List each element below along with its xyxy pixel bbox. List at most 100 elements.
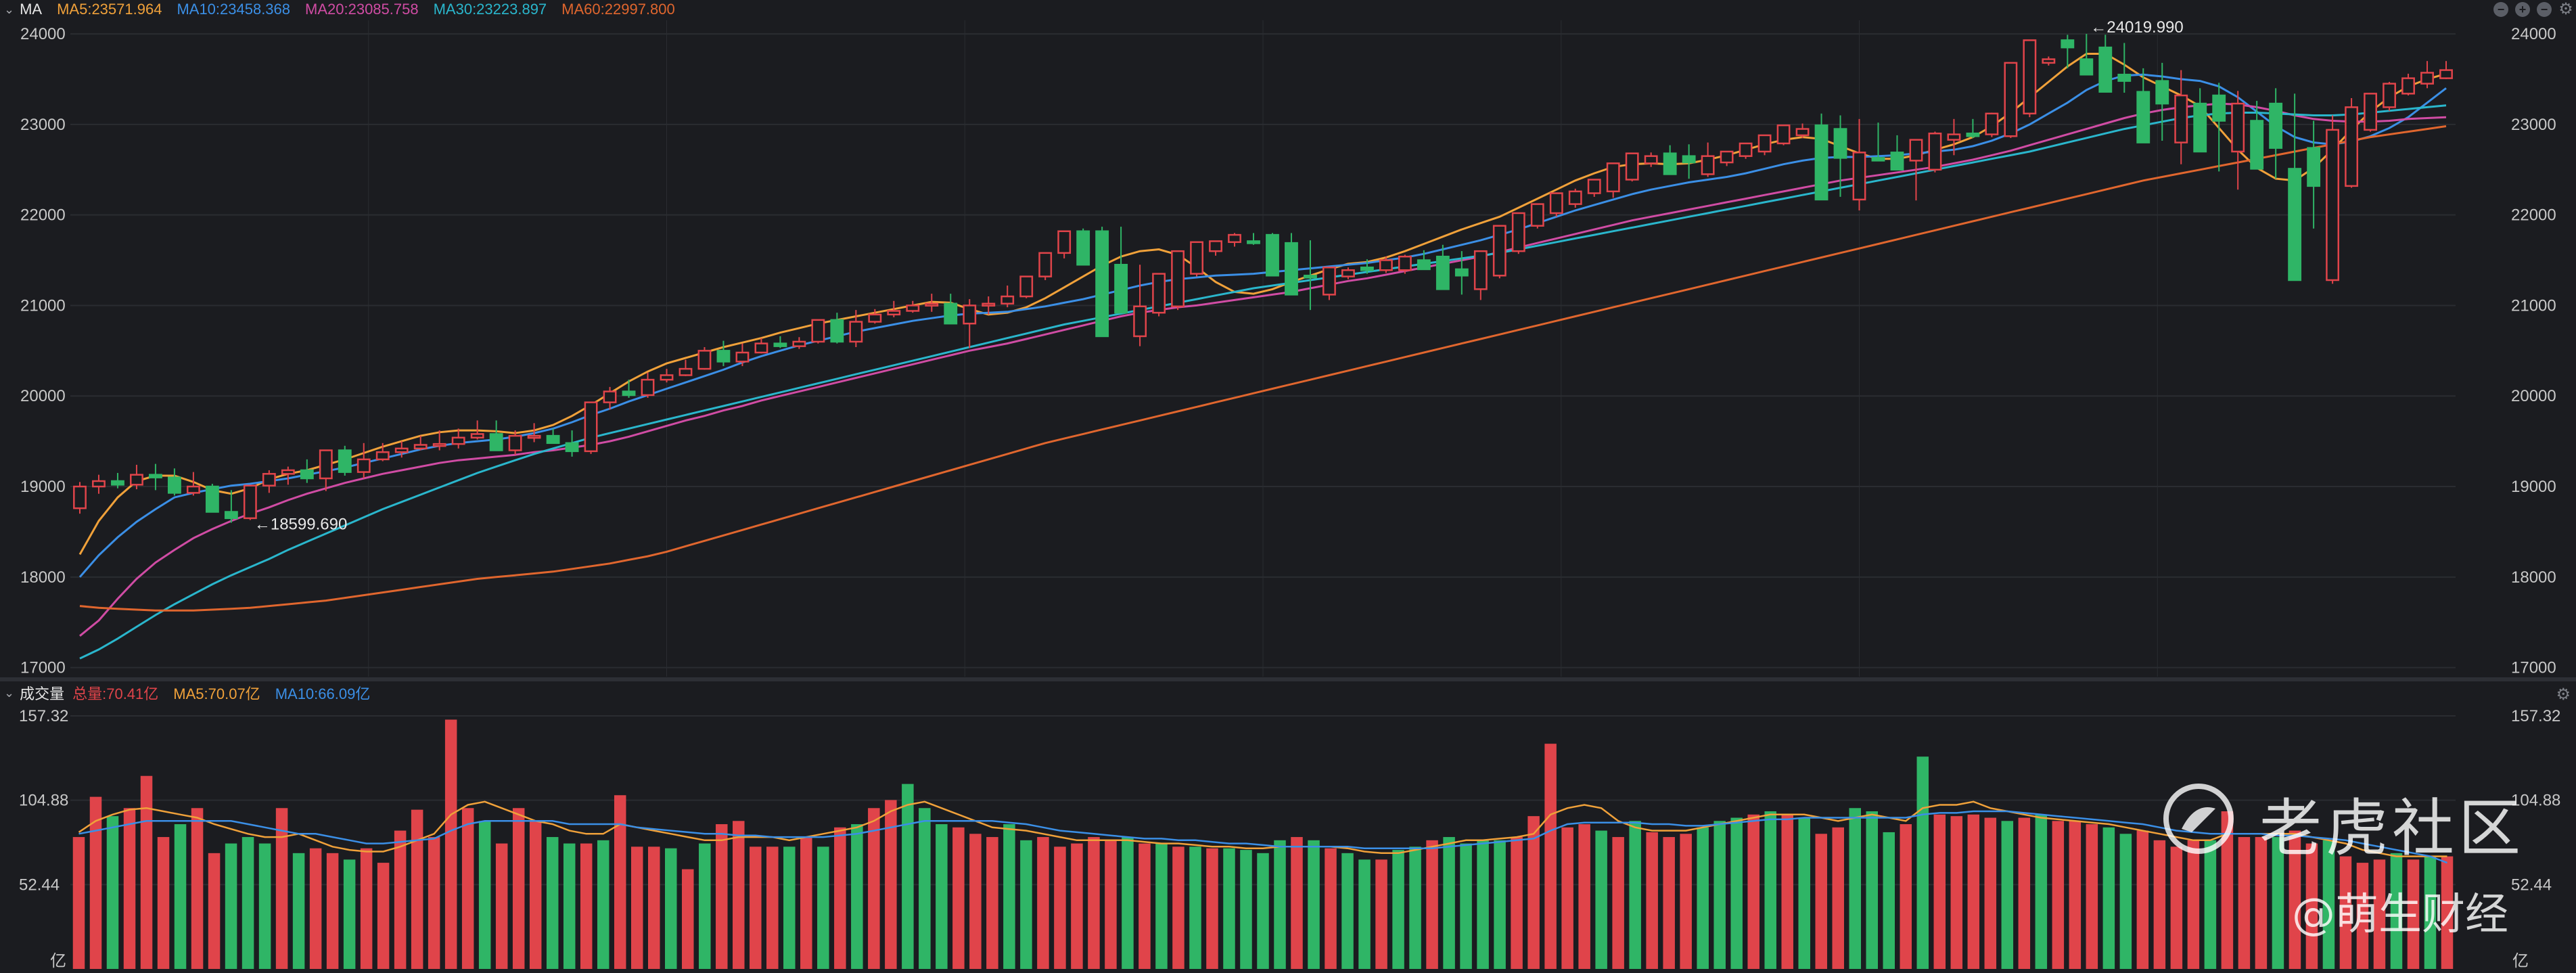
volume-bar: [2052, 821, 2065, 969]
watermark-brand: 老虎社区: [2259, 792, 2525, 865]
volume-bar: [817, 846, 829, 969]
candle-body: [375, 451, 390, 461]
candle-body: [2326, 129, 2340, 281]
zoom-in-icon[interactable]: +: [2515, 2, 2530, 17]
volume-bar: [1849, 808, 1862, 969]
candle-body: [1038, 252, 1053, 277]
volume-total: 总量:70.41亿: [72, 685, 159, 702]
candle-body: [1019, 275, 1034, 298]
volume-bar: [1511, 837, 1523, 969]
volume-label[interactable]: 成交量: [20, 685, 65, 702]
volume-bar: [461, 808, 474, 969]
candle-body: [319, 449, 333, 480]
volume-bar: [1764, 811, 1776, 969]
volume-tick-label-right: 157.32: [2511, 707, 2560, 725]
volume-collapse-chevron-icon[interactable]: ⌄: [4, 685, 15, 700]
candle-body: [1285, 242, 1298, 296]
candle-body: [2401, 77, 2415, 95]
volume-bar: [1138, 843, 1151, 969]
volume-bar: [716, 824, 728, 969]
candle-body: [2061, 39, 2075, 49]
volume-unit-label-left: 亿: [50, 951, 66, 970]
volume-bar: [1223, 848, 1235, 969]
volume-bar: [783, 846, 796, 969]
volume-bar: [919, 808, 931, 969]
volume-bar: [1680, 834, 1692, 969]
settings-gear-icon[interactable]: ⚙: [2558, 0, 2573, 18]
volume-bar: [1730, 817, 1743, 969]
volume-bar: [1544, 744, 1557, 969]
volume-gear-icon[interactable]: ⚙: [2556, 685, 2571, 704]
volume-unit-label-right: 亿: [2512, 951, 2529, 970]
candlesticks[interactable]: [73, 34, 2453, 523]
candle-body: [1587, 179, 1601, 194]
volume-bar: [1003, 824, 1015, 969]
volume-bar: [2238, 837, 2251, 969]
volume-bar: [986, 837, 998, 969]
volume-bar: [1933, 814, 1946, 969]
volume-bar: [2441, 856, 2454, 969]
candle-body: [1568, 190, 1582, 205]
candle-body: [1266, 233, 1279, 277]
volume-bar: [2119, 834, 2132, 969]
volume-ma-lines: [78, 800, 2447, 864]
candle-body: [660, 374, 674, 381]
volume-bar: [1426, 840, 1438, 969]
volume-bar: [885, 800, 897, 969]
volume-ma5: MA5:70.07亿: [173, 685, 260, 702]
candle-body: [1890, 152, 1904, 171]
volume-bar: [2221, 811, 2234, 969]
collapse-chevron-icon[interactable]: ⌄: [4, 2, 15, 16]
volume-bar: [597, 840, 610, 969]
candle-body: [584, 401, 598, 453]
price-tick-label-left: 19000: [20, 478, 66, 496]
candle-body: [1435, 255, 1450, 290]
price-grid: [0, 19, 2576, 681]
volume-bar: [1341, 853, 1354, 969]
volume-bar: [1900, 824, 1912, 969]
volume-bar: [529, 821, 542, 969]
volume-bar: [1155, 843, 1168, 969]
volume-bar: [800, 837, 812, 969]
ma30-value: MA30:23223.897: [433, 1, 547, 18]
candle-body: [2288, 168, 2302, 281]
zoom-out-icon[interactable]: −: [2537, 2, 2552, 17]
volume-bar: [2069, 821, 2082, 969]
candle-body: [2117, 74, 2132, 82]
volume-bar: [2407, 859, 2420, 969]
volume-bar: [157, 837, 170, 969]
minimize-icon[interactable]: −: [2493, 2, 2508, 17]
candle-body: [224, 511, 238, 520]
volume-bar: [851, 824, 863, 969]
candle-body: [1985, 112, 1999, 135]
price-tick-label-right: 22000: [2511, 206, 2556, 225]
volume-bar: [309, 848, 322, 969]
candle-body: [1190, 241, 1203, 275]
volume-bars[interactable]: [72, 719, 2454, 969]
volume-bar: [1443, 837, 1455, 969]
candle-body: [2231, 102, 2245, 153]
volume-bar: [2390, 853, 2403, 969]
price-tick-label-right: 19000: [2511, 478, 2556, 496]
ma-indicator-label[interactable]: MA: [20, 1, 43, 18]
volume-bar: [1037, 837, 1049, 969]
price-annotations: ←24019.990 ←18599.690: [254, 18, 2184, 534]
volume-bar: [647, 846, 660, 969]
candle-body: [2269, 102, 2283, 149]
volume-bar: [1612, 837, 1624, 969]
volume-bar: [2305, 843, 2318, 969]
volume-bar: [2136, 830, 2149, 969]
volume-bar: [1866, 811, 1879, 969]
candle-body: [2004, 62, 2018, 137]
candle-body: [186, 485, 200, 494]
candle-body: [1322, 267, 1336, 296]
candle-body: [678, 367, 693, 376]
volume-bar: [377, 863, 390, 969]
volume-bar: [2086, 824, 2098, 969]
volume-bar: [1697, 827, 1709, 969]
candle-body: [2250, 120, 2264, 170]
candle-body: [830, 319, 844, 343]
candle-body: [1644, 155, 1658, 164]
candle-body: [1530, 203, 1544, 227]
